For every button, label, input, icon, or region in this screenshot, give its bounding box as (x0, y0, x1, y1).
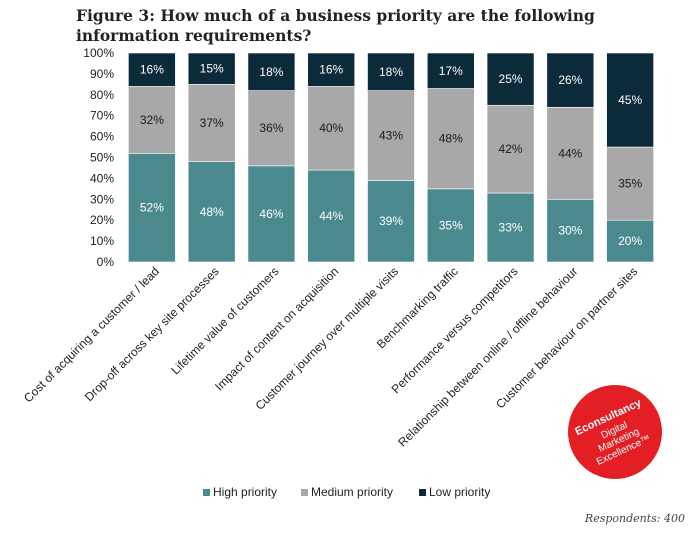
data-label-high-priority: 52% (140, 201, 164, 215)
bar-segment-high-priority (426, 188, 475, 263)
y-tick-label: 40% (90, 171, 114, 185)
legend-label-high-priority: High priority (213, 485, 277, 499)
bar-segment-low-priority (486, 52, 535, 106)
bar-segment-medium-priority (426, 88, 475, 190)
bar-segment-medium-priority (128, 86, 176, 154)
legend-swatch-low-priority (419, 489, 426, 496)
data-label-high-priority: 39% (379, 214, 403, 228)
data-label-medium-priority: 44% (558, 146, 582, 160)
x-axis-labels: Cost of acquiring a customer / leadDrop-… (21, 264, 640, 449)
bar-segment-low-priority (367, 52, 415, 91)
bar-segment-high-priority (187, 161, 236, 263)
bar-segment-high-priority (367, 180, 415, 263)
bar-segment-medium-priority (247, 90, 296, 167)
data-label-low-priority: 17% (439, 64, 463, 78)
data-label-high-priority: 44% (319, 209, 343, 223)
y-tick-label: 80% (90, 88, 114, 102)
bar-segment-low-priority (606, 52, 654, 148)
data-label-medium-priority: 42% (499, 142, 523, 156)
data-label-low-priority: 25% (499, 72, 523, 86)
data-label-low-priority: 18% (379, 65, 403, 79)
bar-segment-high-priority (307, 169, 356, 263)
chart-title: Figure 3: How much of a business priorit… (76, 6, 595, 45)
data-label-high-priority: 20% (618, 234, 642, 248)
data-label-low-priority: 26% (558, 73, 582, 87)
data-label-low-priority: 16% (319, 63, 343, 77)
bar-segment-high-priority (606, 219, 654, 263)
bar-segment-medium-priority (486, 104, 535, 194)
legend-swatch-medium-priority (301, 489, 308, 496)
data-label-low-priority: 18% (259, 65, 283, 79)
data-label-low-priority: 15% (200, 62, 224, 76)
bar-segment-high-priority (247, 165, 296, 263)
bar-segment-medium-priority (546, 107, 595, 200)
x-category-label: Performance versus competitors (389, 264, 521, 396)
data-label-high-priority: 33% (499, 221, 523, 235)
respondents-note: Respondents: 400 (584, 512, 685, 525)
y-tick-label: 30% (90, 192, 114, 206)
bar-segment-high-priority (546, 199, 595, 263)
legend-label-low-priority: Low priority (429, 485, 490, 499)
bar-segment-low-priority (187, 52, 236, 85)
legend: High priority Medium priority Low priority (203, 485, 490, 499)
data-label-medium-priority: 43% (379, 129, 403, 143)
bar-segment-low-priority (546, 52, 595, 108)
data-label-high-priority: 35% (439, 218, 463, 232)
data-label-medium-priority: 40% (319, 121, 343, 135)
y-tick-label: 100% (83, 46, 114, 60)
legend-swatch-high-priority (203, 489, 210, 496)
legend-label-medium-priority: Medium priority (311, 485, 393, 499)
data-label-low-priority: 45% (618, 93, 642, 107)
y-tick-label: 90% (90, 67, 114, 81)
data-label-medium-priority: 37% (200, 116, 224, 130)
y-tick-label: 0% (97, 255, 115, 269)
x-category-label: Impact of content on acquisition (212, 264, 341, 393)
bar-segment-high-priority (486, 192, 535, 263)
y-tick-label: 10% (90, 234, 114, 248)
y-tick-label: 20% (90, 213, 114, 227)
data-label-medium-priority: 48% (439, 132, 463, 146)
y-axis: 0% 10% 20% 30% 40% 50% 60% 70% 80% 90% 100% (83, 46, 114, 269)
data-label-medium-priority: 36% (259, 121, 283, 135)
bar-segment-low-priority (426, 52, 475, 89)
data-label-high-priority: 30% (558, 224, 582, 238)
y-tick-label: 50% (90, 151, 114, 165)
bar-segment-medium-priority (307, 86, 356, 171)
bar-segment-low-priority (128, 52, 176, 87)
data-label-high-priority: 46% (259, 207, 283, 221)
bar-segment-low-priority (307, 52, 356, 87)
bar-segment-medium-priority (367, 90, 415, 181)
bar-segment-low-priority (247, 52, 296, 91)
y-tick-label: 70% (90, 109, 114, 123)
y-tick-label: 60% (90, 130, 114, 144)
data-label-medium-priority: 35% (618, 177, 642, 191)
bar-segment-high-priority (128, 153, 176, 263)
econsultancy-logo: Econsultancy Digital Marketing Excellenc… (568, 385, 662, 479)
data-label-medium-priority: 32% (140, 113, 164, 127)
data-label-low-priority: 16% (140, 63, 164, 77)
bar-segment-medium-priority (187, 84, 236, 162)
data-label-high-priority: 48% (200, 205, 224, 219)
x-category-label: Lifetime value of customers (168, 264, 281, 377)
bars-group: 52% 32% 16% 48% 37% 15% 46% 36% 18% 44% 40% 16% 39% 4… (128, 52, 654, 263)
